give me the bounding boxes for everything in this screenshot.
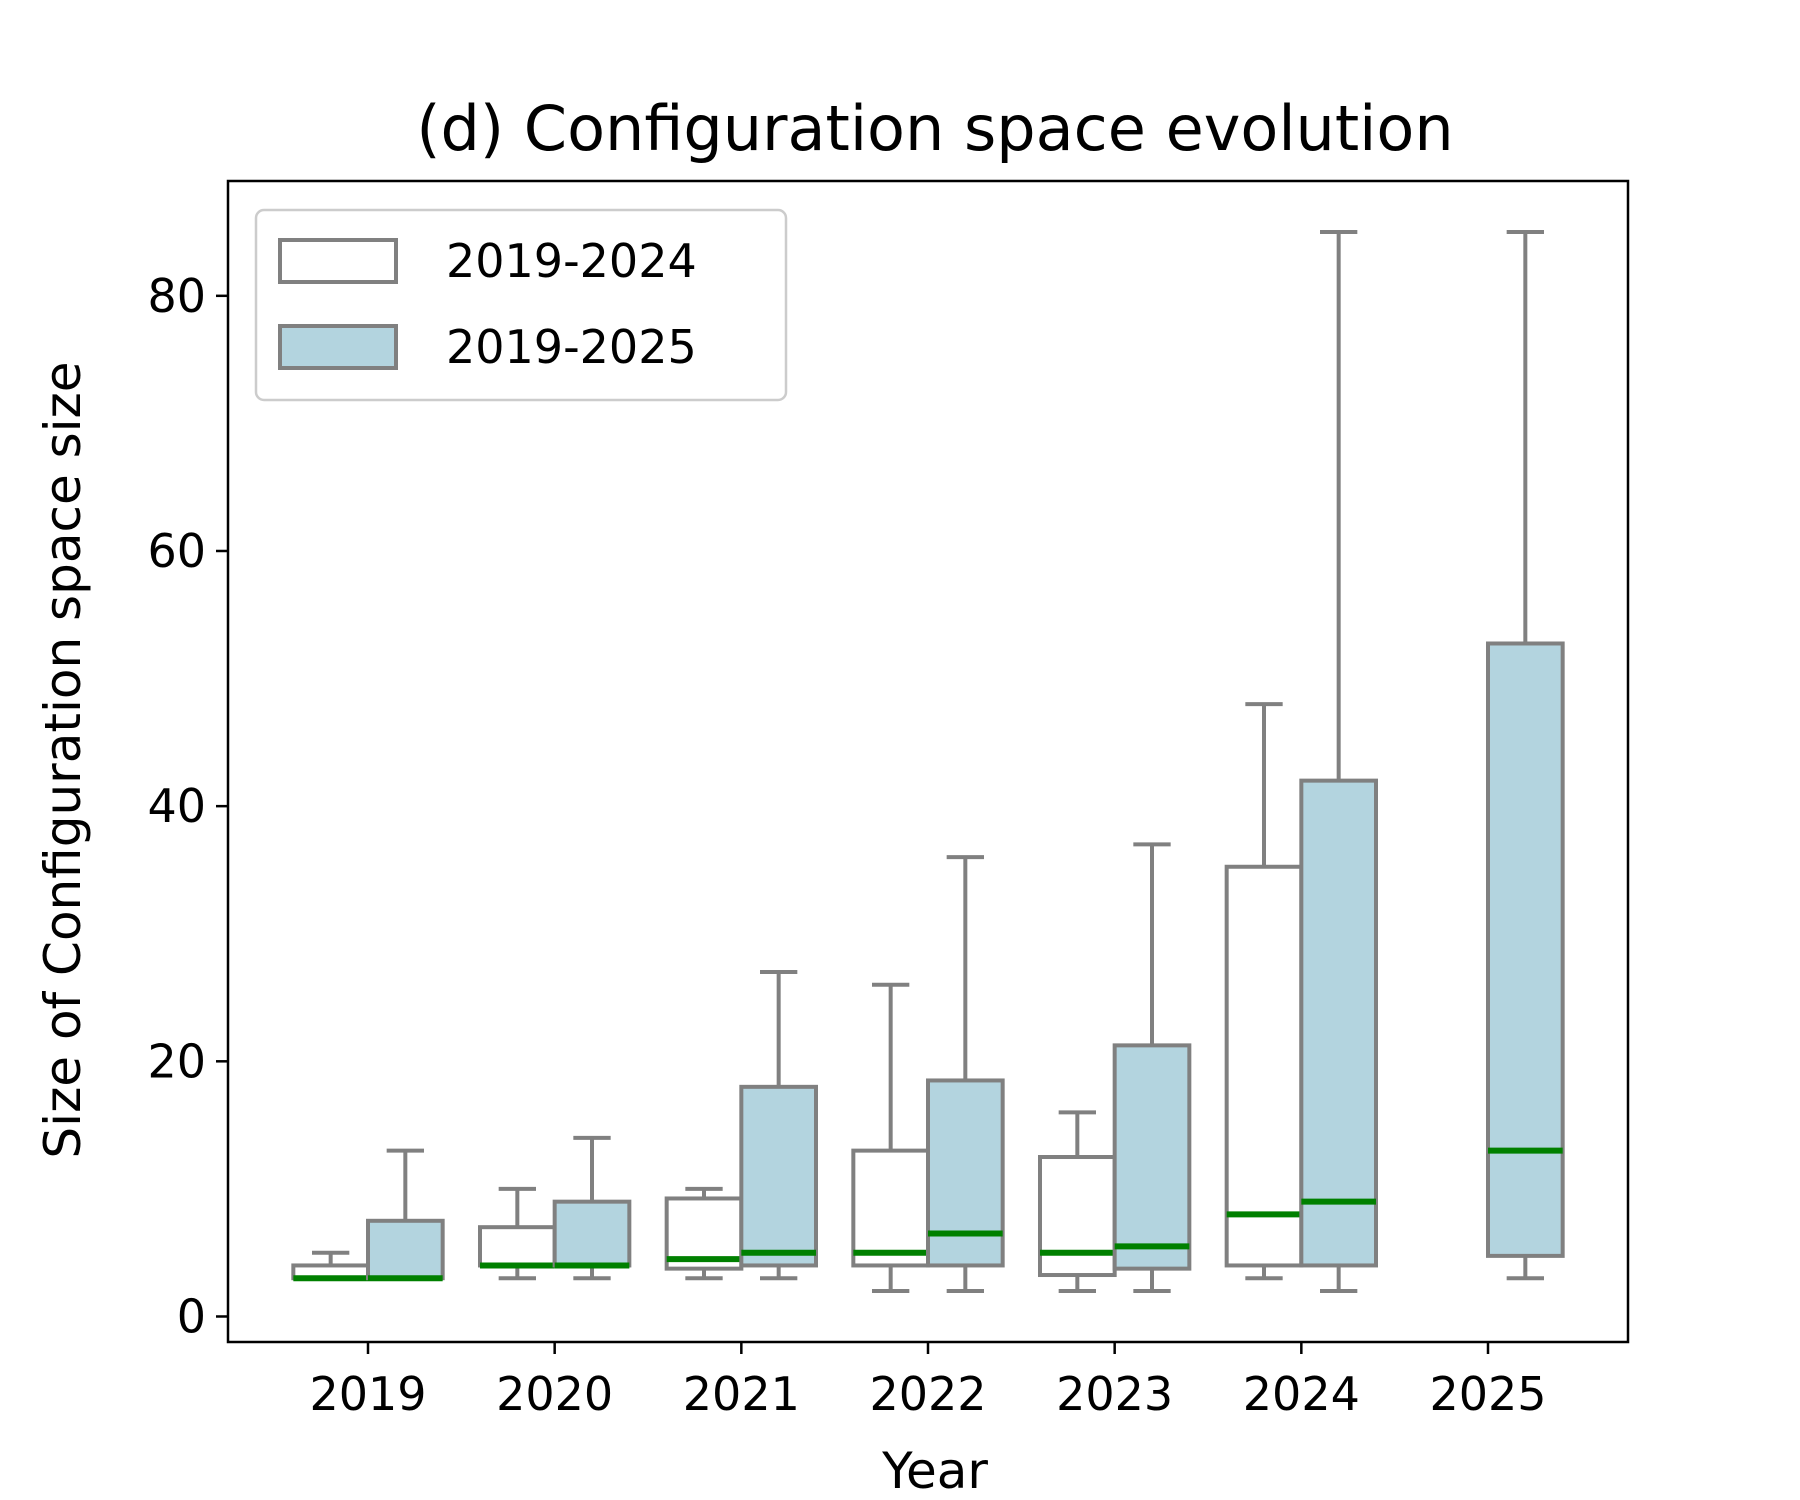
box-iqr <box>926 1078 1005 1268</box>
box-iqr <box>552 1199 632 1268</box>
y-tick-label: 40 <box>147 779 206 833</box>
x-tick-label: 2019 <box>309 1367 426 1421</box>
box-2019-2025-2023 <box>1112 842 1192 1293</box>
box-iqr <box>739 1084 818 1268</box>
box-iqr <box>478 1225 557 1268</box>
x-tick-label: 2021 <box>683 1367 800 1421</box>
legend-label: 2019-2025 <box>446 320 697 374</box>
box-iqr <box>1486 641 1565 1258</box>
x-tick-label: 2025 <box>1429 1367 1546 1421</box>
y-tick-label: 80 <box>147 269 206 323</box>
box-iqr <box>1224 864 1304 1268</box>
series-2019-2025 <box>366 230 1565 1293</box>
x-tick-label: 2020 <box>496 1367 613 1421</box>
box-iqr <box>1112 1043 1192 1271</box>
chart-title: (d) Configuration space evolution <box>416 92 1453 165</box>
box-iqr <box>366 1218 445 1281</box>
box-2019-2025-2025 <box>1486 230 1565 1281</box>
y-axis-label: Size of Configuration space size <box>34 361 92 1158</box>
y-tick-label: 0 <box>177 1289 206 1343</box>
legend-item-2019-2025: 2019-2025 <box>278 320 697 374</box>
box-2019-2024-2023 <box>1038 1110 1117 1293</box>
x-tick-label: 2023 <box>1056 1367 1173 1421</box>
box-2019-2024-2022 <box>851 982 930 1293</box>
box-2019-2025-2019 <box>366 1148 445 1282</box>
box-2019-2024-2024 <box>1224 702 1304 1281</box>
box-2019-2024-2019 <box>291 1250 371 1282</box>
box-iqr <box>851 1148 930 1268</box>
legend-label: 2019-2024 <box>446 234 697 288</box>
x-tick-label: 2022 <box>869 1367 986 1421</box>
legend-swatch <box>278 324 398 370</box>
y-axis: 0 20 40 60 80 <box>147 269 228 1343</box>
legend: 2019-2024 2019-2025 <box>254 208 788 402</box>
box-iqr <box>1038 1155 1117 1278</box>
legend-swatch <box>278 238 398 284</box>
box-2019-2024-2021 <box>664 1186 744 1281</box>
x-axis-label: Year <box>881 1442 988 1500</box>
box-2019-2025-2024 <box>1299 230 1379 1293</box>
box-groups <box>291 230 1565 1293</box>
box-2019-2025-2021 <box>739 970 818 1281</box>
y-tick-label: 60 <box>147 524 206 578</box>
x-axis: 2019 2020 2021 2022 2023 2024 2025 <box>309 1342 1547 1421</box>
box-2019-2025-2022 <box>926 855 1005 1293</box>
box-2019-2024-2020 <box>478 1186 557 1281</box>
series-2019-2024 <box>291 702 1304 1293</box>
x-tick-label: 2024 <box>1243 1367 1360 1421</box>
y-tick-label: 20 <box>147 1034 206 1088</box>
box-2019-2025-2020 <box>552 1135 632 1281</box>
legend-item-2019-2024: 2019-2024 <box>278 234 697 288</box>
box-iqr <box>1299 778 1379 1268</box>
